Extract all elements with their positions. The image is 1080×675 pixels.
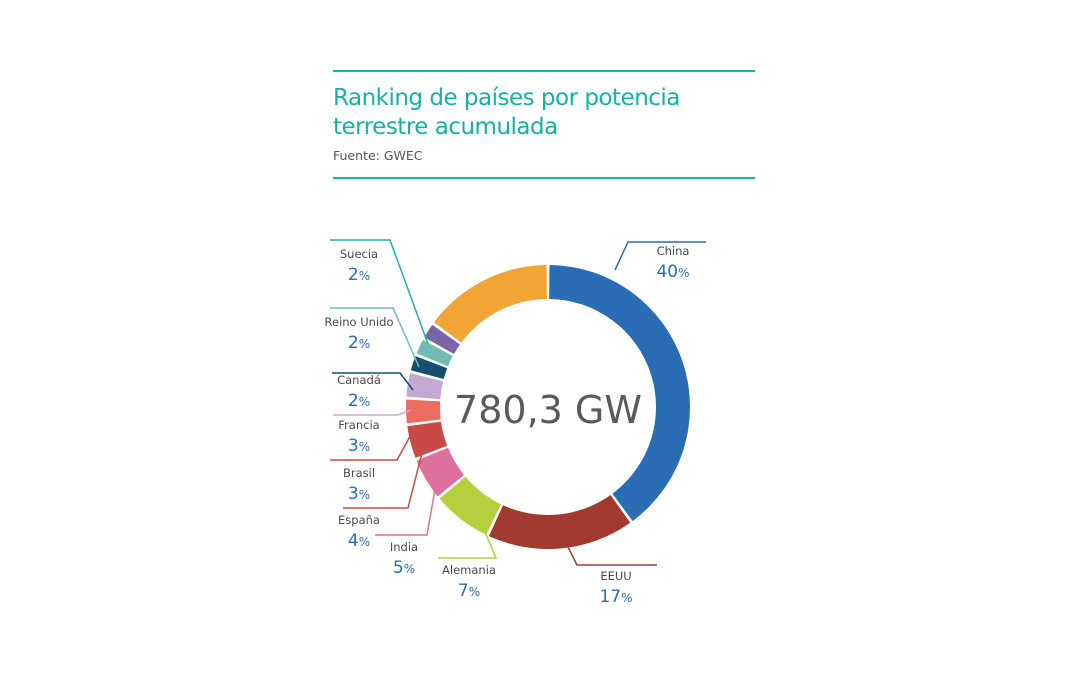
chart-source: Fuente: GWEC: [333, 148, 423, 163]
label-value-espana: 4%: [348, 531, 370, 551]
label-name-china: China: [657, 244, 690, 258]
slice-china: [549, 265, 690, 522]
label-value-suecia: 2%: [348, 265, 370, 285]
label-name-india: India: [390, 540, 418, 554]
slice-suecia: [424, 324, 460, 354]
label-value-eeuu: 17%: [599, 587, 632, 607]
center-total-label: 780,3 GW: [454, 388, 642, 432]
leader-line-reino-unido: [330, 307, 420, 368]
label-value-francia: 3%: [348, 436, 370, 456]
label-name-brasil: Brasil: [343, 466, 375, 480]
leader-line-espana: [343, 452, 423, 509]
leader-line-eeuu: [565, 542, 657, 566]
chart-title: Ranking de países por potencia terrestre…: [333, 84, 763, 142]
slice-brasil: [406, 399, 441, 424]
label-name-espana: España: [338, 513, 380, 527]
slice-labels: China 40% EEUU 17% Alemania 7% India 5% España 4%…: [325, 244, 690, 607]
label-name-alemania: Alemania: [442, 563, 496, 577]
label-value-china: 40%: [656, 262, 689, 282]
leader-line-india: [375, 477, 438, 536]
leader-line-alemania: [438, 500, 498, 559]
label-value-india: 5%: [393, 558, 415, 578]
donut-slices: [406, 265, 690, 549]
label-value-canada: 2%: [348, 391, 370, 411]
leader-lines: [330, 239, 706, 566]
top-rule: [333, 70, 755, 72]
label-name-eeuu: EEUU: [600, 569, 631, 583]
leader-line-francia: [333, 409, 412, 416]
bottom-rule: [333, 177, 755, 179]
leader-line-china: [614, 241, 706, 271]
slice-other: [433, 265, 547, 343]
leader-line-suecia: [330, 239, 429, 345]
slice-espana: [407, 421, 448, 458]
slice-alemania: [439, 476, 501, 535]
label-value-reino-unido: 2%: [348, 333, 370, 353]
label-name-francia: Francia: [338, 418, 379, 432]
label-name-canada: Canadá: [337, 373, 381, 387]
label-value-alemania: 7%: [458, 581, 480, 601]
chart-title-line-1: Ranking de países por potencia: [333, 85, 680, 111]
leader-line-canada: [332, 372, 414, 391]
chart-title-line-2: terrestre acumulada: [333, 114, 558, 140]
label-value-brasil: 3%: [348, 484, 370, 504]
leader-line-brasil: [330, 430, 414, 461]
slice-canada: [410, 356, 448, 380]
slice-reino-unido: [416, 339, 453, 367]
slice-eeuu: [488, 495, 631, 549]
slice-francia: [406, 373, 444, 400]
slice-india: [416, 447, 465, 497]
label-name-suecia: Suecia: [340, 247, 378, 261]
label-name-reino-unido: Reino Unido: [325, 315, 394, 329]
